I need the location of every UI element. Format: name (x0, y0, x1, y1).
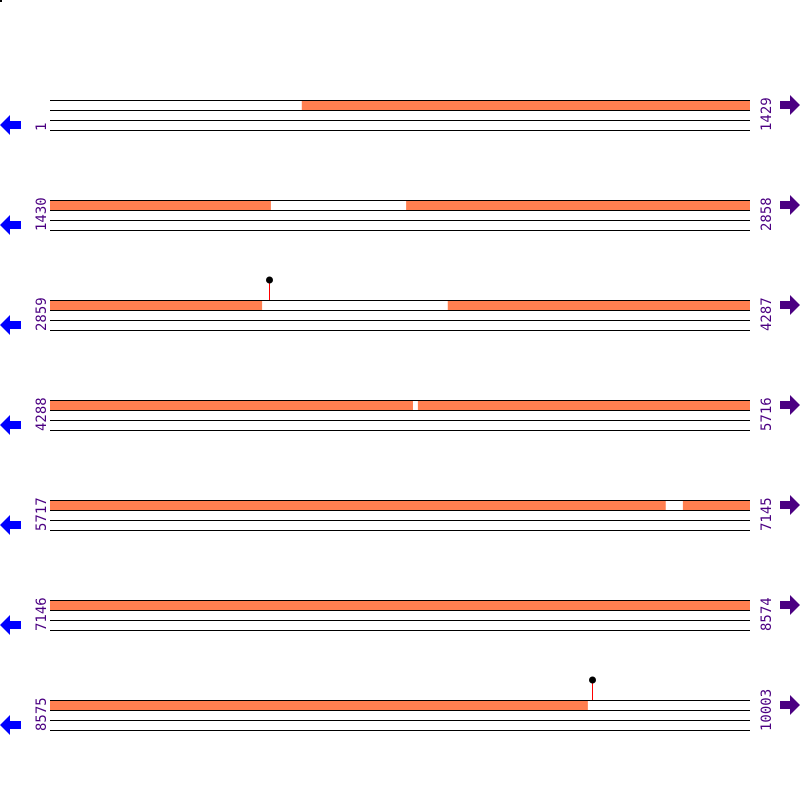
arrow-left-icon (0, 615, 21, 635)
row-end-label: 7145 (759, 497, 775, 531)
arrow-right-icon (780, 495, 800, 515)
row-start-label: 2859 (34, 297, 50, 331)
sequence-row: 1 1429 (0, 95, 800, 135)
arrow-right-icon (780, 295, 800, 315)
arrow-left-icon (0, 415, 21, 435)
sequence-row: 5717 7145 (0, 495, 800, 535)
row-start-label: 8575 (34, 697, 50, 731)
arrow-left-icon (0, 115, 21, 135)
feature-block (417, 400, 750, 410)
sequence-row: 7146 8574 (0, 595, 800, 635)
arrow-right-icon (780, 195, 800, 215)
arrow-left-icon (0, 715, 21, 735)
feature-block (50, 500, 666, 510)
feature-block (447, 300, 750, 310)
arrow-right-icon (780, 695, 800, 715)
arrow-right-icon (780, 395, 800, 415)
sequence-row: 2859 4287 (0, 276, 800, 335)
arrow-right-icon (780, 95, 800, 115)
feature-block (50, 300, 263, 310)
arrow-left-icon (0, 315, 21, 335)
arrow-left-icon (0, 515, 21, 535)
feature-block (50, 700, 588, 710)
feature-block (301, 100, 750, 110)
sequence-row: 8575 10003 (0, 676, 800, 735)
row-start-label: 5717 (34, 497, 50, 531)
sequence-row: 4288 5716 (0, 395, 800, 435)
row-start-label: 1430 (34, 197, 50, 231)
row-start-label: 7146 (34, 597, 50, 631)
row-start-label: 4288 (34, 397, 50, 431)
row-end-label: 4287 (759, 297, 775, 331)
row-end-label: 1429 (759, 97, 775, 131)
sequence-row: 1430 2858 (0, 195, 800, 235)
row-end-label: 8574 (759, 597, 775, 631)
row-start-label: 1 (34, 123, 50, 131)
arrow-left-icon (0, 215, 21, 235)
marker-pin-icon (266, 276, 273, 284)
row-end-label: 10003 (759, 689, 775, 731)
feature-block (50, 400, 413, 410)
corner-dot (0, 0, 2, 2)
feature-block (50, 200, 271, 210)
marker-pin-icon (589, 676, 596, 684)
row-end-label: 2858 (759, 197, 775, 231)
feature-block (50, 600, 750, 610)
feature-block (682, 500, 750, 510)
row-end-label: 5716 (759, 397, 775, 431)
feature-block (406, 200, 750, 210)
arrow-right-icon (780, 595, 800, 615)
